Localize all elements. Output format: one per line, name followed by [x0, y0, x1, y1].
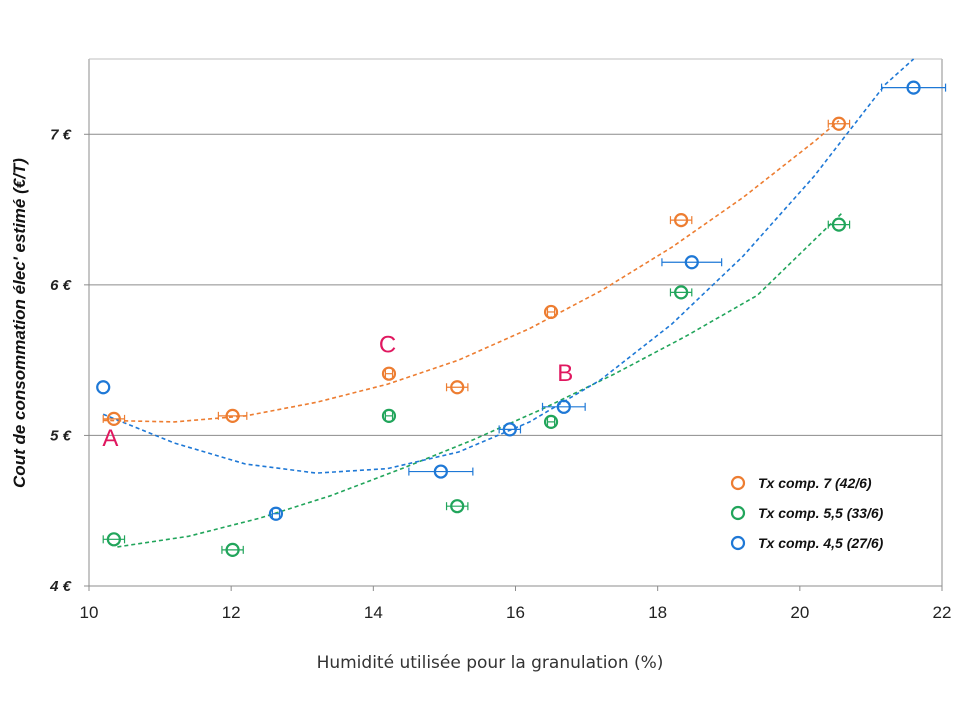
data-point — [556, 399, 571, 414]
y-axis-title: Cout de consommation élec' estimé (€/T) — [10, 158, 29, 488]
legend-marker — [730, 505, 746, 521]
data-point — [543, 414, 559, 429]
y-tick-label: 4 € — [49, 578, 72, 595]
x-tick-label: 12 — [222, 603, 241, 622]
data-point — [106, 532, 121, 547]
data-point — [543, 304, 559, 320]
x-tick-label: 20 — [790, 603, 809, 622]
y-tick-label: 6 € — [50, 277, 72, 294]
trend-line — [103, 120, 840, 423]
grid — [89, 133, 942, 436]
data-point — [502, 422, 517, 437]
annotation-label: A — [102, 425, 118, 452]
data-point — [674, 285, 689, 300]
x-tick-label: 14 — [364, 603, 383, 622]
data-point — [225, 408, 240, 423]
x-axis-title: Humidité utilisée pour la granulation (%… — [317, 653, 664, 673]
x-tick-label: 16 — [506, 603, 525, 622]
annotation-label: B — [557, 360, 573, 387]
data-point — [381, 366, 397, 381]
data-point — [106, 411, 121, 426]
data-point — [433, 464, 448, 479]
data-points — [96, 80, 947, 557]
annotation-label: C — [379, 332, 396, 359]
data-point — [450, 380, 465, 395]
data-point — [450, 499, 465, 514]
x-tick-label: 10 — [80, 603, 99, 622]
data-point — [381, 408, 397, 423]
x-tick-label: 22 — [933, 603, 952, 622]
trend-lines — [102, 58, 915, 548]
trend-line — [117, 212, 844, 548]
y-tick-label: 5 € — [50, 427, 72, 444]
legend-label: Tx comp. 4,5 (27/6) — [758, 535, 884, 551]
data-point — [831, 217, 847, 232]
legend-marker — [730, 475, 746, 491]
data-point — [96, 380, 111, 395]
legend-label: Tx comp. 5,5 (33/6) — [758, 505, 884, 521]
trend-line — [102, 58, 915, 474]
legend: Tx comp. 7 (42/6) Tx comp. 5,5 (33/6) Tx c… — [730, 475, 884, 551]
data-point — [831, 116, 847, 131]
legend-marker — [730, 535, 746, 551]
data-point — [268, 506, 284, 521]
data-point — [684, 255, 699, 270]
legend-label: Tx comp. 7 (42/6) — [758, 475, 872, 491]
data-point — [225, 542, 240, 557]
axes: 10 12 14 16 18 20 22 4 € 5 € 6 € 7 € — [49, 58, 952, 622]
data-point — [674, 213, 689, 228]
data-point — [906, 80, 921, 95]
x-tick-label: 18 — [648, 603, 667, 622]
annotations: A B C — [102, 332, 573, 452]
y-tick-label: 7 € — [50, 126, 72, 143]
